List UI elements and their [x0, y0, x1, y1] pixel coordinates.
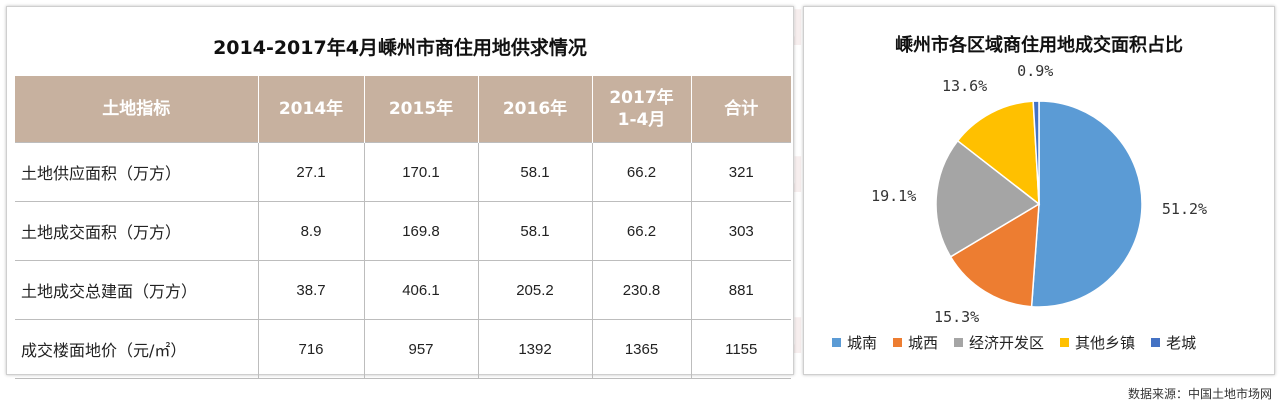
cell-2014: 27.1 — [258, 142, 365, 202]
cell-2017: 66.2 — [592, 201, 692, 261]
legend-item-chengnan: 城南 — [832, 332, 877, 353]
pie-slice-old-town — [1032, 100, 1040, 205]
pie-label-other-towns: 13.6% — [942, 77, 987, 95]
cell-2014: 716 — [258, 319, 365, 379]
header-2017: 2017年 1-4月 — [592, 76, 692, 143]
pie-slice-chengnan — [1030, 100, 1143, 308]
pie-slice-chengxi — [949, 202, 1040, 308]
table-header-row: 土地指标 2014年 2015年 2016年 2017年 1-4月 合计 — [15, 76, 791, 143]
legend-label: 城西 — [908, 334, 939, 352]
header-2017-year: 2017年 — [609, 88, 674, 108]
pie-slice-other-towns — [956, 100, 1040, 206]
legend-label: 老城 — [1166, 334, 1197, 352]
legend-label: 经济开发区 — [969, 334, 1045, 352]
pie-slice-econ-dev-zone — [935, 139, 1041, 258]
cell-total: 321 — [691, 142, 791, 202]
legend-label: 其他乡镇 — [1075, 334, 1136, 352]
pie-label-chengxi: 15.3% — [934, 308, 979, 326]
pie-label-old-town: 0.9% — [1017, 62, 1053, 80]
cell-2015: 406.1 — [364, 260, 479, 320]
pie-legend: 城南 城西 经济开发区 其他乡镇 老城 — [832, 332, 1196, 353]
legend-swatch — [893, 338, 903, 347]
cell-2017: 230.8 — [592, 260, 692, 320]
row-label: 土地成交面积（万方） — [15, 201, 259, 261]
cell-total: 303 — [691, 201, 791, 261]
cell-2017: 66.2 — [592, 142, 692, 202]
table-title: 2014-2017年4月嵊州市商住用地供求情况 — [213, 37, 587, 59]
land-supply-table-panel: 2014-2017年4月嵊州市商住用地供求情况 土地指标 2014年 2015年… — [6, 6, 794, 379]
legend-item-old-town: 老城 — [1151, 332, 1196, 353]
cell-2015: 170.1 — [364, 142, 479, 202]
cell-2015: 169.8 — [364, 201, 479, 261]
row-label: 土地成交总建面（万方） — [15, 260, 259, 320]
area-share-pie-panel: 嵊州市各区域商住用地成交面积占比 51.2% 15.3% 19.1% 13.6% 0.9… — [803, 6, 1275, 375]
cell-2016: 205.2 — [478, 260, 593, 320]
header-2017-months: 1-4月 — [617, 110, 666, 130]
cell-2016: 58.1 — [478, 142, 593, 202]
legend-item-econ-dev-zone: 经济开发区 — [954, 332, 1044, 353]
cell-2016: 1392 — [478, 319, 593, 379]
cell-2014: 38.7 — [258, 260, 365, 320]
legend-swatch — [1060, 338, 1070, 347]
cell-total: 881 — [691, 260, 791, 320]
pie-title: 嵊州市各区域商住用地成交面积占比 — [895, 35, 1183, 56]
cell-2016: 58.1 — [478, 201, 593, 261]
table-row: 土地成交面积（万方） 8.9 169.8 58.1 66.2 303 — [15, 201, 791, 261]
pie-label-chengnan: 51.2% — [1162, 200, 1207, 218]
table-row: 成交楼面地价（元/㎡） 716 957 1392 1365 1155 — [15, 319, 791, 379]
land-supply-table: 土地指标 2014年 2015年 2016年 2017年 1-4月 合计 土地供… — [15, 76, 791, 379]
cell-2017: 1365 — [592, 319, 692, 379]
legend-item-other-towns: 其他乡镇 — [1060, 332, 1135, 353]
data-source-note: 数据来源：中国土地市场网 — [1127, 387, 1272, 401]
header-total: 合计 — [691, 76, 791, 143]
row-label: 成交楼面地价（元/㎡） — [15, 319, 259, 379]
row-label: 土地供应面积（万方） — [15, 142, 259, 202]
legend-swatch — [832, 338, 841, 347]
cell-total: 1155 — [691, 319, 791, 379]
table-row: 土地供应面积（万方） 27.1 170.1 58.1 66.2 321 — [15, 142, 791, 202]
header-2016: 2016年 — [478, 76, 593, 143]
pie-chart: 51.2% 15.3% 19.1% 13.6% 0.9% — [871, 62, 1207, 326]
cell-2014: 8.9 — [258, 201, 365, 261]
header-2014: 2014年 — [258, 76, 365, 143]
cell-2015: 957 — [364, 319, 479, 379]
legend-label: 城南 — [847, 334, 878, 352]
pie-label-econ-dev-zone: 19.1% — [871, 187, 916, 205]
pie-slices — [935, 100, 1143, 308]
legend-item-chengxi: 城西 — [893, 332, 938, 353]
legend-swatch — [1151, 338, 1161, 347]
table-row: 土地成交总建面（万方） 38.7 406.1 205.2 230.8 881 — [15, 260, 791, 320]
header-2015: 2015年 — [364, 76, 479, 143]
pie-labels: 51.2% 15.3% 19.1% 13.6% 0.9% — [871, 62, 1207, 326]
legend-swatch — [954, 338, 964, 347]
header-land-indicator: 土地指标 — [15, 76, 259, 143]
